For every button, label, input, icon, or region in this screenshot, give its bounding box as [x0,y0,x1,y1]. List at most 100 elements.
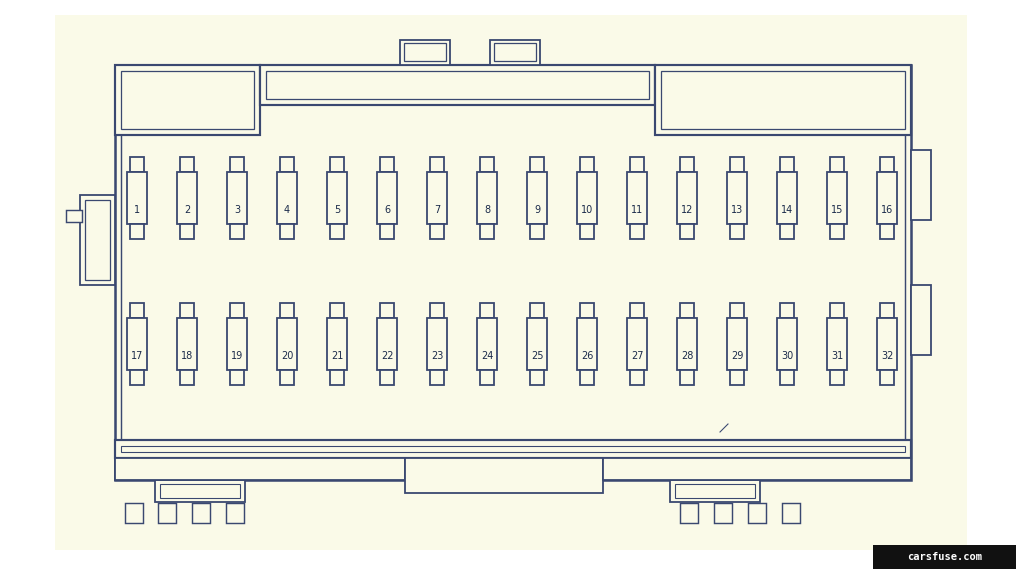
Text: 16: 16 [881,205,893,215]
Bar [580,224,594,239]
Text: 5: 5 [334,205,340,215]
Bar [830,303,844,318]
Text: 32: 32 [881,351,893,361]
Text: 31: 31 [830,351,843,361]
Bar [330,370,344,385]
Bar [127,172,147,224]
Bar [530,303,544,318]
Bar [155,480,245,502]
Text: carsfuse.com: carsfuse.com [907,552,982,562]
Bar [115,65,911,480]
Bar [280,303,294,318]
Bar [680,503,698,523]
Text: 10: 10 [581,205,593,215]
Bar [782,503,800,523]
Bar [577,172,597,224]
Bar [714,503,732,523]
Bar [158,503,176,523]
Bar [730,157,744,172]
Bar [730,370,744,385]
Bar [380,157,394,172]
Bar [121,71,254,129]
Bar [480,224,494,239]
Bar [227,318,247,370]
Bar [66,210,82,222]
Text: 8: 8 [484,205,490,215]
Bar [877,172,897,224]
Bar [530,370,544,385]
Bar [400,40,450,65]
Bar [115,65,260,135]
Text: 11: 11 [631,205,643,215]
Bar [115,458,911,480]
Bar [127,318,147,370]
Bar [130,157,144,172]
Bar [260,65,655,105]
Bar [480,157,494,172]
Bar [780,224,794,239]
Bar [577,318,597,370]
Bar [427,172,447,224]
Text: 27: 27 [631,351,643,361]
Bar [490,40,540,65]
Bar [330,224,344,239]
Bar [630,224,644,239]
Bar [527,172,547,224]
Bar [278,318,297,370]
Bar [380,224,394,239]
Text: 3: 3 [233,205,240,215]
Bar [380,303,394,318]
Bar [780,157,794,172]
Bar [603,458,911,480]
Bar [327,172,347,224]
Bar [180,303,194,318]
Bar [193,503,210,523]
Text: 30: 30 [781,351,794,361]
Bar [880,157,894,172]
Bar [130,370,144,385]
Bar [177,172,197,224]
Bar [827,318,847,370]
Bar [530,224,544,239]
Bar [230,224,244,239]
Text: 18: 18 [181,351,194,361]
Bar [121,71,905,474]
Text: 28: 28 [681,351,693,361]
Bar [180,370,194,385]
Bar [680,303,694,318]
Text: 15: 15 [830,205,843,215]
Bar [677,172,697,224]
Bar [427,318,447,370]
Bar [873,545,1016,569]
Bar [680,370,694,385]
Bar [880,303,894,318]
Bar [494,43,536,61]
Text: 23: 23 [431,351,443,361]
Bar [80,195,115,285]
Bar [280,370,294,385]
Text: 4: 4 [284,205,290,215]
Bar [266,71,649,99]
Bar [670,480,760,502]
Text: 25: 25 [530,351,544,361]
Bar [130,303,144,318]
Bar [580,370,594,385]
Bar [580,157,594,172]
Text: 2: 2 [184,205,190,215]
Bar [662,71,905,129]
Bar [827,172,847,224]
Bar [530,157,544,172]
Bar [655,65,911,135]
Bar [911,150,931,220]
Bar [675,484,755,498]
Bar [777,172,797,224]
Bar [226,503,244,523]
Bar [480,303,494,318]
Bar [680,157,694,172]
Bar [160,484,240,498]
Bar [280,157,294,172]
Bar [680,224,694,239]
Bar [125,503,143,523]
Bar [115,458,406,480]
Text: 24: 24 [481,351,494,361]
